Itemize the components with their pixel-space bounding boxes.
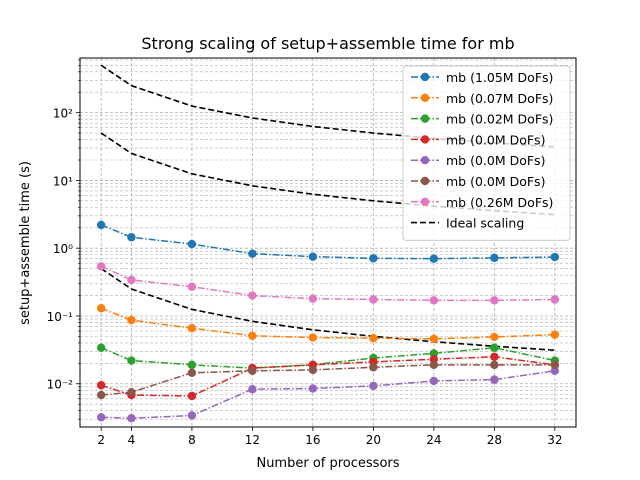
x-axis-label: Number of processors [256, 456, 399, 471]
data-point [429, 296, 439, 305]
data-point [369, 333, 378, 343]
data-point [308, 365, 318, 375]
data-point [550, 360, 560, 370]
data-point [187, 391, 197, 401]
data-point [429, 334, 439, 344]
x-tick-label: 2 [97, 433, 105, 447]
x-tick-label: 32 [547, 433, 562, 447]
data-point [490, 296, 499, 305]
data-point [127, 275, 136, 285]
legend-label: mb (0.0M DoFs) [446, 174, 545, 189]
data-point [550, 295, 560, 304]
plot-series [96, 64, 560, 423]
y-tick-label: 10² [53, 107, 73, 121]
data-point [490, 352, 499, 361]
legend-box [402, 65, 571, 241]
data-point [308, 294, 318, 303]
data-point [96, 220, 106, 230]
data-point [187, 239, 197, 249]
legend-marker [420, 135, 430, 144]
legend-label: mb (0.07M DoFs) [446, 91, 553, 106]
data-point [490, 253, 499, 263]
grid-lines [80, 58, 576, 427]
x-tick-label: 8 [188, 433, 196, 447]
data-point [127, 233, 136, 242]
data-point [369, 295, 378, 304]
legend-marker [420, 93, 430, 103]
y-tick-label: 10¹ [53, 174, 73, 188]
legend-marker [420, 72, 430, 82]
data-point [248, 249, 257, 258]
data-point [187, 368, 197, 378]
data-point [96, 343, 106, 352]
plot-frame [79, 57, 577, 428]
ideal-scaling-line [100, 132, 555, 216]
data-point [127, 315, 136, 325]
data-point [96, 262, 106, 271]
data-point [308, 333, 318, 342]
data-point [550, 330, 560, 339]
data-point [369, 381, 378, 391]
data-point [429, 376, 439, 386]
data-point [248, 385, 257, 394]
x-tick-label: 16 [305, 433, 320, 447]
legend-marker [420, 156, 430, 165]
legend-label: mb (0.0M DoFs) [446, 132, 545, 147]
data-point [490, 343, 499, 352]
data-point [248, 291, 257, 300]
data-point [369, 254, 378, 263]
data-point [308, 252, 318, 261]
x-tick-label: 4 [128, 433, 136, 447]
data-point [429, 349, 439, 358]
y-tick-label: 10⁻² [47, 378, 74, 392]
chart-title: Strong scaling of setup+assemble time fo… [141, 34, 514, 53]
x-tick-label: 20 [366, 433, 381, 447]
ideal-scaling-line [100, 267, 555, 352]
data-point [96, 413, 106, 422]
x-tick-label: 12 [245, 433, 260, 447]
data-point [187, 360, 197, 370]
data-point [127, 414, 136, 423]
x-tick-label: 24 [426, 433, 441, 447]
data-point [490, 360, 499, 370]
x-tick-label: 28 [487, 433, 502, 447]
data-point [187, 411, 197, 420]
data-point [429, 254, 439, 263]
data-point [429, 360, 439, 370]
legend-label: Ideal scaling [446, 216, 524, 231]
data-point [127, 356, 136, 365]
legend-label: mb (0.02M DoFs) [446, 112, 553, 127]
legend-label: mb (0.26M DoFs) [446, 195, 553, 210]
data-point [187, 323, 197, 333]
data-point [490, 375, 499, 384]
data-point [550, 252, 560, 262]
legend: mb (1.05M DoFs) mb (0.07M DoFs) mb (0.02M … [402, 65, 571, 241]
legend-label: mb (1.05M DoFs) [446, 70, 553, 85]
data-point [187, 282, 197, 291]
data-point [248, 366, 257, 376]
legend-marker [420, 114, 430, 123]
data-point [96, 304, 106, 313]
y-tick-label: 10⁰ [53, 242, 73, 256]
data-point [248, 331, 257, 340]
y-axis-label: setup+assemble time (s) [18, 161, 33, 325]
legend-label: mb (0.0M DoFs) [446, 153, 545, 168]
y-tick-label: 10⁻¹ [47, 310, 74, 324]
data-point [550, 366, 560, 376]
legend-marker [420, 176, 430, 186]
data-point [308, 384, 318, 393]
ideal-scaling-line [100, 64, 555, 148]
data-point [96, 381, 106, 390]
data-point [490, 332, 499, 342]
data-point [369, 363, 378, 372]
data-point [127, 388, 136, 397]
data-point [96, 390, 106, 400]
legend-marker [420, 197, 430, 206]
